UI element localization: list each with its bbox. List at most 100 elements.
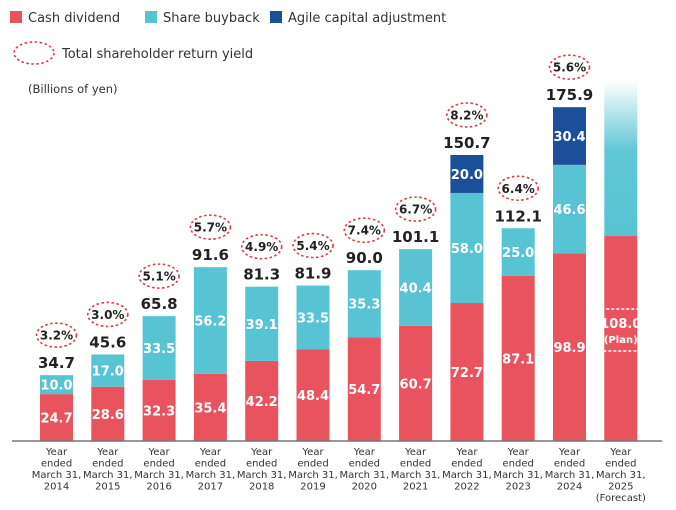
bar-share-buyback-7 bbox=[347, 270, 381, 338]
bar-share-buyback-6 bbox=[296, 285, 330, 350]
bar-share-buyback-3 bbox=[142, 316, 176, 380]
x-tick-9-line-4: 2022 bbox=[454, 482, 479, 493]
yield-label-5: 4.9% bbox=[245, 240, 278, 254]
bar-total-9: 150.7 bbox=[443, 134, 490, 152]
legend-swatch-cash-dividend bbox=[10, 11, 22, 23]
yield-ring-3 bbox=[138, 263, 180, 289]
x-tick-3-line-1: Year bbox=[148, 447, 171, 458]
legend-swatch-agile bbox=[270, 11, 282, 23]
bar-label-agile-11: 30.4 bbox=[553, 130, 585, 145]
x-tick-2-line-1: Year bbox=[96, 447, 119, 458]
x-tick-12-line-2: ended bbox=[605, 459, 636, 470]
forecast-plan-note: (Plan) bbox=[604, 335, 638, 346]
bar-share-buyback-2 bbox=[91, 354, 125, 387]
legend: Cash dividend Share buyback Agile capita… bbox=[10, 11, 446, 65]
bar-total-4: 91.6 bbox=[192, 246, 229, 264]
bar-share-buyback-1 bbox=[40, 375, 73, 395]
x-tick-3-line-4: 2016 bbox=[146, 482, 171, 493]
bar-label-cash-dividend-1: 24.7 bbox=[40, 412, 72, 427]
bar-share-buyback-9 bbox=[450, 192, 484, 304]
bar-label-cash-dividend-11: 98.9 bbox=[553, 341, 585, 356]
x-tick-8-line-4: 2021 bbox=[403, 482, 428, 493]
x-tick-5-line-3: March 31, bbox=[237, 470, 287, 481]
bar-cash-dividend-2 bbox=[91, 386, 125, 441]
bar-total-10: 112.1 bbox=[494, 207, 541, 225]
yield-ring-9 bbox=[446, 102, 488, 128]
x-tick-11-line-3: March 31, bbox=[545, 470, 595, 481]
x-tick-4-line-4: 2017 bbox=[198, 482, 223, 493]
bar-share-buyback-5 bbox=[245, 286, 279, 361]
x-tick-8-line-2: ended bbox=[400, 459, 431, 470]
unit-label: (Billions of yen) bbox=[28, 82, 118, 96]
bar-label-cash-dividend-9: 72.7 bbox=[451, 366, 483, 381]
bar-label-share-buyback-5: 39.1 bbox=[246, 318, 278, 333]
bar-cash-dividend-1 bbox=[40, 394, 73, 441]
yield-label-6: 5.4% bbox=[296, 239, 329, 253]
yield-ring-1 bbox=[35, 322, 78, 348]
legend-yield-ring-icon bbox=[13, 41, 55, 65]
x-tick-8-line-3: March 31, bbox=[391, 470, 441, 481]
bar-share-buyback-4 bbox=[193, 267, 227, 374]
bar-total-3: 65.8 bbox=[141, 295, 178, 313]
bar-label-cash-dividend-2: 28.6 bbox=[92, 408, 124, 423]
x-tick-9-line-2: ended bbox=[451, 459, 482, 470]
legend-label-share-buyback: Share buyback bbox=[163, 11, 260, 26]
x-tick-11-line-2: ended bbox=[554, 459, 585, 470]
x-tick-8-line-1: Year bbox=[404, 447, 427, 458]
x-tick-1-line-2: ended bbox=[41, 459, 72, 470]
bar-label-share-buyback-6: 33.5 bbox=[297, 311, 329, 326]
x-tick-11-line-1: Year bbox=[558, 447, 581, 458]
yield-ring-5 bbox=[240, 233, 283, 260]
yield-ring-8 bbox=[394, 196, 437, 222]
x-tick-12-line-3: March 31, bbox=[596, 470, 646, 481]
yield-ring-7 bbox=[343, 217, 386, 243]
bar-label-share-buyback-2: 17.0 bbox=[92, 365, 124, 380]
bar-share-buyback-8 bbox=[399, 249, 433, 326]
bar-total-8: 101.1 bbox=[392, 228, 439, 246]
bar-share-buyback-10 bbox=[501, 228, 535, 276]
forecast-plan-box bbox=[600, 308, 642, 352]
legend-label-cash-dividend: Cash dividend bbox=[28, 11, 120, 26]
x-tick-2-line-4: 2015 bbox=[95, 482, 120, 493]
x-tick-12-line-4: 2025 bbox=[608, 482, 633, 493]
bar-total-2: 45.6 bbox=[89, 333, 126, 351]
x-tick-9-line-1: Year bbox=[455, 447, 478, 458]
bar-label-share-buyback-10: 25.0 bbox=[502, 246, 534, 261]
bar-total-11: 175.9 bbox=[546, 86, 593, 104]
yield-ring-4 bbox=[189, 214, 232, 240]
bar-label-share-buyback-8: 40.4 bbox=[400, 281, 432, 296]
x-tick-10-line-1: Year bbox=[507, 447, 530, 458]
yield-ring-10 bbox=[497, 175, 540, 202]
x-tick-4-line-3: March 31, bbox=[186, 470, 236, 481]
x-tick-11-line-4: 2024 bbox=[557, 482, 582, 493]
x-tick-6-line-3: March 31, bbox=[288, 470, 338, 481]
yield-label-7: 7.4% bbox=[348, 224, 381, 238]
x-tick-1-line-4: 2014 bbox=[44, 482, 69, 493]
yield-label-9: 8.2% bbox=[450, 109, 483, 123]
bar-cash-dividend-7 bbox=[347, 337, 381, 441]
bar-total-1: 34.7 bbox=[38, 354, 75, 372]
bar-label-share-buyback-3: 33.5 bbox=[143, 342, 175, 357]
x-tick-6-line-4: 2019 bbox=[300, 482, 325, 493]
bars-layer: 24.7 10.0 34.7 3.2% 28.6 17.0 45.6 3.0% 32.3 33.5… bbox=[35, 54, 642, 441]
bar-label-cash-dividend-7: 54.7 bbox=[348, 383, 380, 398]
x-tick-4-line-1: Year bbox=[199, 447, 222, 458]
bar-agile-11 bbox=[553, 107, 586, 165]
bar-cash-dividend-6 bbox=[296, 349, 330, 441]
yield-label-1: 3.2% bbox=[40, 329, 73, 343]
bar-label-cash-dividend-5: 42.2 bbox=[246, 395, 278, 410]
bar-label-agile-9: 20.0 bbox=[451, 168, 483, 183]
bar-label-cash-dividend-4: 35.4 bbox=[194, 401, 226, 416]
bar-label-share-buyback-9: 58.0 bbox=[451, 242, 483, 257]
x-tick-2-line-2: ended bbox=[92, 459, 123, 470]
bar-cash-dividend-8 bbox=[399, 325, 433, 441]
yield-label-10: 6.4% bbox=[502, 182, 535, 196]
bar-total-5: 81.3 bbox=[243, 266, 280, 284]
x-tick-10-line-2: ended bbox=[503, 459, 534, 470]
x-tick-9-line-3: March 31, bbox=[442, 470, 492, 481]
yield-ring-11 bbox=[548, 54, 591, 80]
bar-share-buyback-11 bbox=[553, 164, 586, 254]
x-tick-2-line-3: March 31, bbox=[83, 470, 133, 481]
x-tick-4-line-2: ended bbox=[195, 459, 226, 470]
